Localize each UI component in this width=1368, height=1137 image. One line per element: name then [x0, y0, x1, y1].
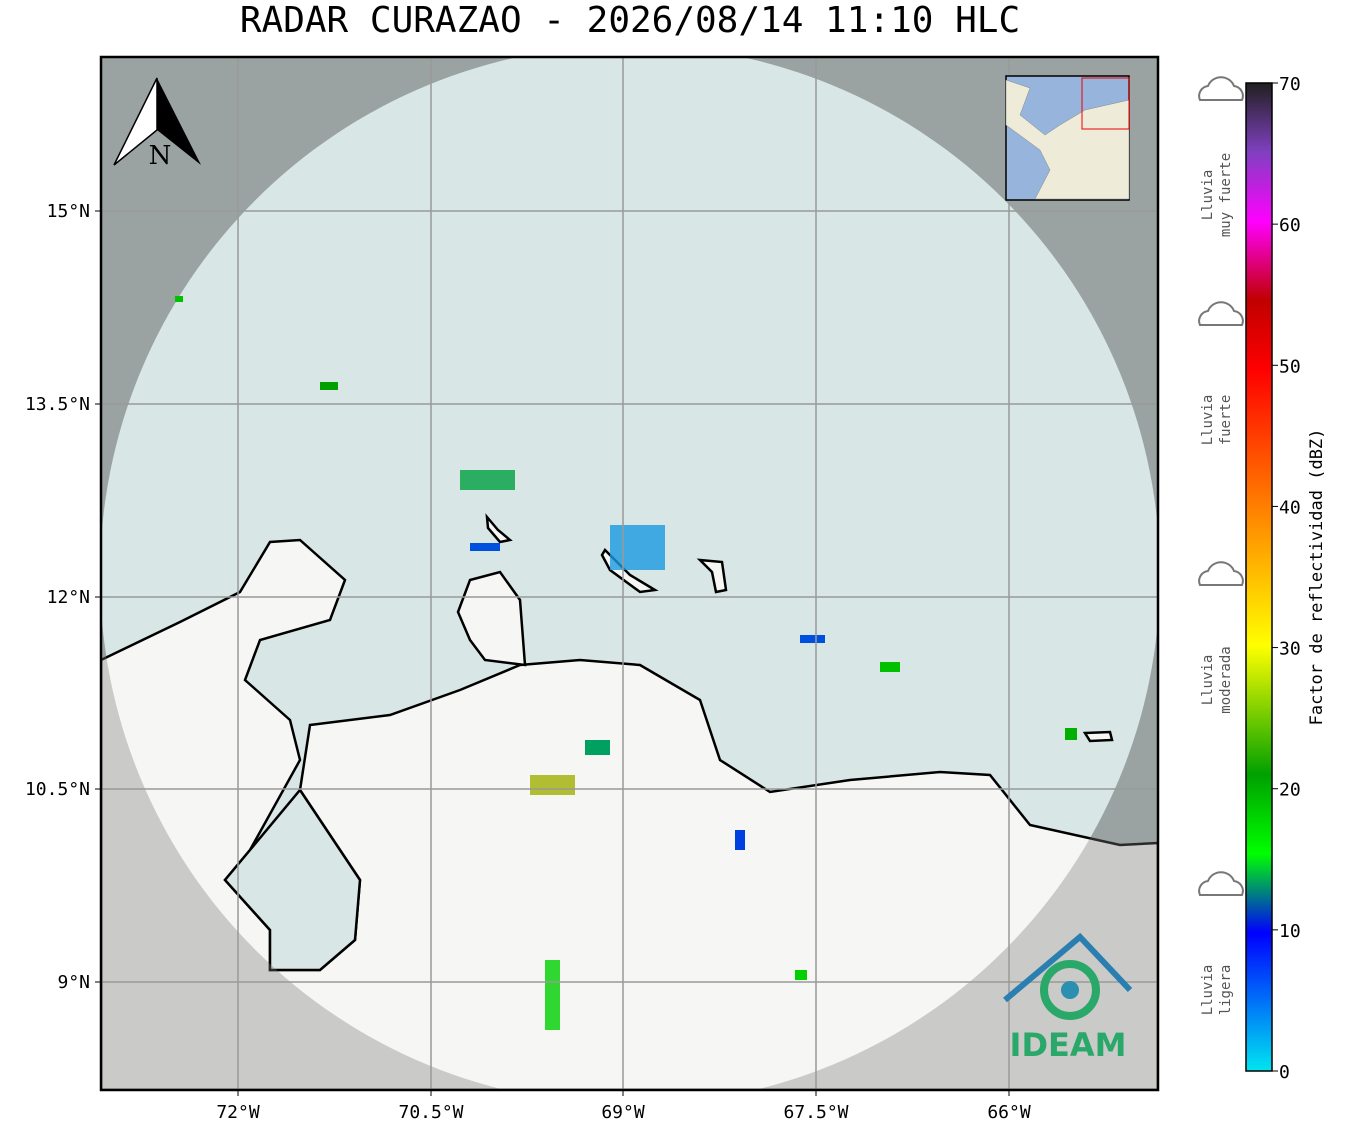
colorbar: [1245, 82, 1273, 1072]
radar-echo: [175, 296, 183, 302]
inset-map: [1005, 75, 1130, 201]
lat-label: 9°N: [57, 972, 90, 993]
legend-label: fuerte: [1218, 395, 1234, 446]
colorbar-tick-label: 60: [1279, 215, 1301, 236]
north-arrow: N: [113, 77, 201, 171]
radar-echo: [735, 830, 745, 850]
island: [1082, 730, 1114, 743]
legend-label: Lluvia: [1200, 965, 1216, 1016]
lon-label: 70.5°W: [398, 1102, 463, 1123]
map: [101, 57, 1158, 1090]
colorbar-tick-label: 70: [1279, 74, 1301, 95]
logo-text: IDEAM: [1010, 1026, 1127, 1064]
lon-label: 69°W: [601, 1102, 645, 1123]
lat-label: 13.5°N: [25, 394, 90, 415]
colorbar-tick-label: 50: [1279, 356, 1301, 377]
colorbar-tick-label: 10: [1279, 921, 1301, 942]
colorbar-label: Factor de reflectividad (dBZ): [1307, 429, 1327, 726]
legend-label: muy fuerte: [1218, 153, 1234, 237]
radar-echo: [460, 470, 515, 490]
rain-icon: [1198, 561, 1244, 586]
lat-label: 10.5°N: [25, 779, 90, 800]
lat-label: 12°N: [47, 587, 90, 608]
legend-label: Lluvia: [1200, 395, 1216, 446]
radar-echo: [610, 525, 665, 570]
rain-icon: [1198, 76, 1244, 101]
colorbar-tick-label: 40: [1279, 497, 1301, 518]
radar-echo: [470, 543, 500, 551]
radar-echo: [800, 635, 825, 643]
radar-echo: [795, 970, 807, 980]
island: [485, 513, 513, 544]
colorbar-tick-label: 20: [1279, 780, 1301, 801]
lat-label: 15°N: [47, 201, 90, 222]
logo: IDEAM: [1003, 932, 1133, 1064]
title: RADAR CURAZAO - 2026/08/14 11:10 HLC: [240, 0, 1020, 41]
lake: [223, 787, 362, 972]
lon-label: 72°W: [216, 1102, 260, 1123]
legend-label: ligera: [1218, 965, 1234, 1016]
island: [696, 558, 728, 594]
radar-echo: [585, 740, 610, 755]
north-label: N: [149, 141, 172, 171]
radar-echo: [1065, 728, 1077, 740]
radar-echo: [530, 775, 575, 795]
lon-label: 66°W: [987, 1102, 1031, 1123]
lon-label: 67.5°W: [783, 1102, 848, 1123]
rain-icon: [1198, 301, 1244, 326]
rain-icon: [1198, 871, 1244, 896]
radar-echo: [880, 662, 900, 672]
map-frame: [99, 55, 1160, 1092]
radar-echo: [545, 960, 560, 1030]
colorbar-tick-label: 0: [1279, 1062, 1290, 1083]
radar-echo: [320, 382, 338, 390]
legend-label: Lluvia: [1200, 170, 1216, 221]
legend-label: Lluvia: [1200, 655, 1216, 706]
colorbar-tick-label: 30: [1279, 639, 1301, 660]
radar-echoes: [175, 296, 1077, 1030]
legend-label: moderada: [1218, 646, 1234, 713]
peninsula: [456, 570, 527, 667]
